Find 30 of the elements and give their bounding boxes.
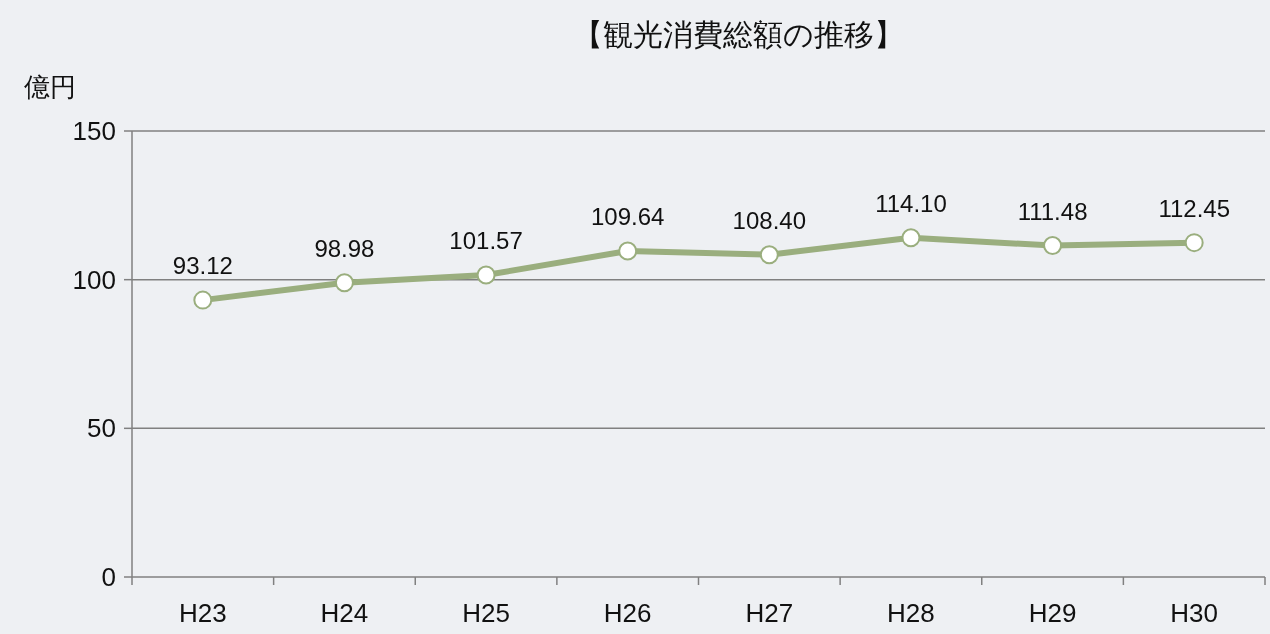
y-tick-label: 0 [101,562,116,592]
x-tick-label: H30 [1170,598,1219,628]
x-tick-label: H24 [320,598,369,628]
x-tick-label: H23 [178,598,227,628]
y-tick-label: 100 [72,264,116,295]
point [1184,233,1204,253]
x-tick-label: H29 [1028,598,1077,628]
y-tick-label: 50 [87,413,116,444]
data-label: 111.48 [1017,197,1088,225]
data-label: 114.10 [875,189,947,217]
point [901,228,921,248]
data-label: 112.45 [1158,194,1230,222]
data-label: 93.12 [172,252,233,280]
point [193,290,213,310]
data-label: 109.64 [590,203,665,230]
x-tick-label: H25 [462,598,510,628]
point [618,241,638,261]
point [334,273,354,293]
data-label: 98.98 [314,234,375,262]
y-axis-title: 億円 [24,72,76,102]
chart-title: 【観光消費総額の推移】 [573,18,904,51]
data-label: 108.40 [732,206,807,234]
data-label: 101.57 [449,227,523,254]
y-tick-label: 150 [72,116,116,146]
x-tick-label: H28 [887,598,935,628]
point [476,265,496,285]
point [759,245,779,265]
x-tick-label: H26 [603,598,652,628]
point [1043,236,1063,256]
x-tick-label: H27 [745,598,794,628]
